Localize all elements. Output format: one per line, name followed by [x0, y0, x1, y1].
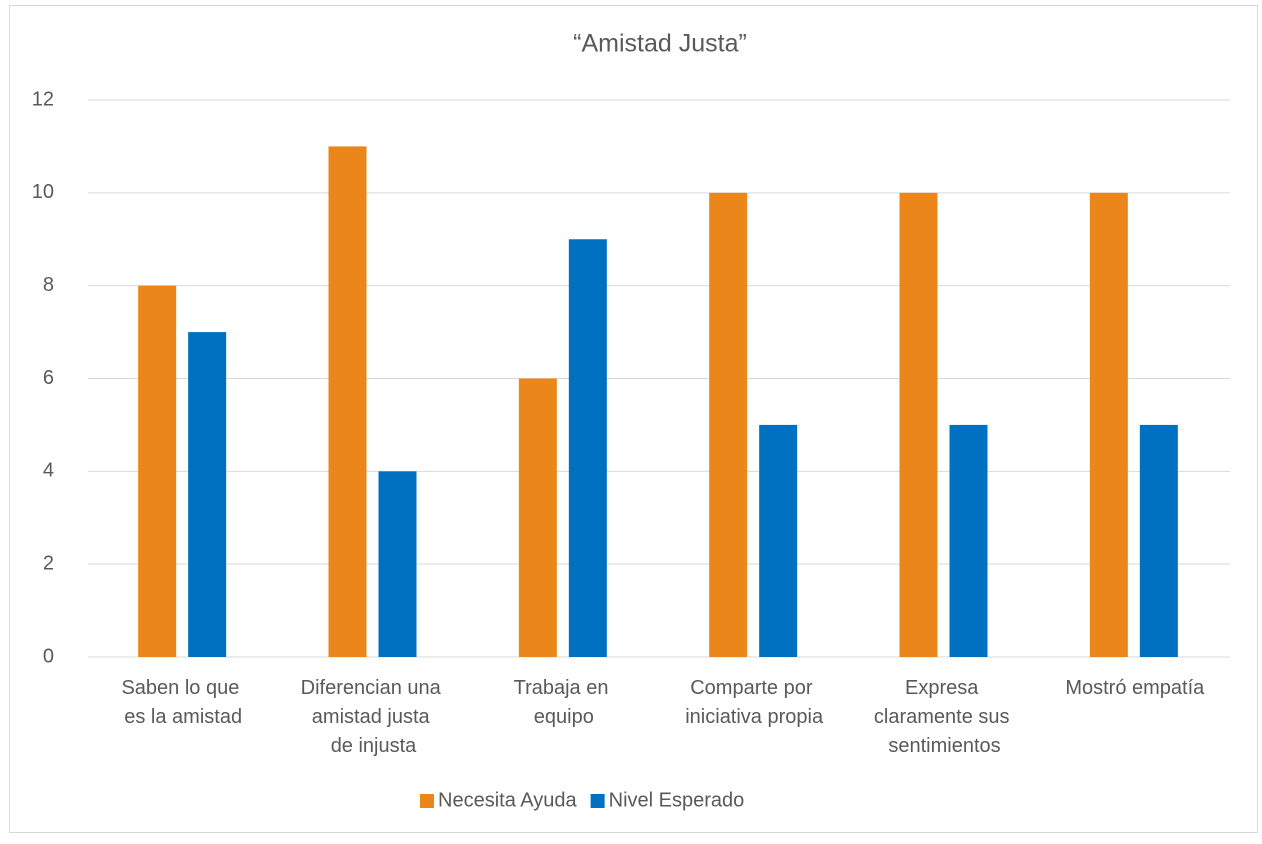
x-tick-label: Diferencian una amistad justa de injusta [301, 677, 447, 757]
bar [1139, 424, 1178, 657]
x-tick-label: Comparte por iniciativa propia [685, 677, 824, 728]
bar [1089, 192, 1128, 658]
bar [188, 332, 227, 657]
legend-label: Nivel Esperado [609, 789, 745, 811]
y-tick-label: 8 [43, 274, 54, 296]
legend-swatch [420, 794, 434, 808]
legend-label: Necesita Ayuda [438, 789, 577, 811]
y-tick-label: 4 [43, 460, 54, 482]
bar [709, 192, 748, 658]
x-tick-label: Expresa claramente sus sentimientos [874, 677, 1015, 757]
y-tick-label: 6 [43, 367, 54, 389]
bar [518, 378, 557, 657]
x-tick-label: Mostró empatía [1065, 677, 1205, 699]
bar [759, 424, 798, 657]
bar [568, 239, 607, 657]
bar [899, 192, 938, 658]
y-tick-label: 0 [43, 645, 54, 667]
legend-swatch [590, 794, 605, 808]
bar [949, 424, 988, 657]
y-tick-label: 12 [32, 88, 54, 110]
y-tick-label: 10 [32, 181, 54, 203]
bar [138, 285, 177, 657]
bar [328, 146, 367, 657]
x-tick-label: Trabaja en equipo [514, 677, 614, 728]
bar [378, 471, 417, 657]
y-tick-label: 2 [43, 552, 54, 574]
chart-title: “Amistad Justa” [573, 30, 747, 58]
x-tick-label: Saben lo que es la amistad [121, 677, 244, 728]
